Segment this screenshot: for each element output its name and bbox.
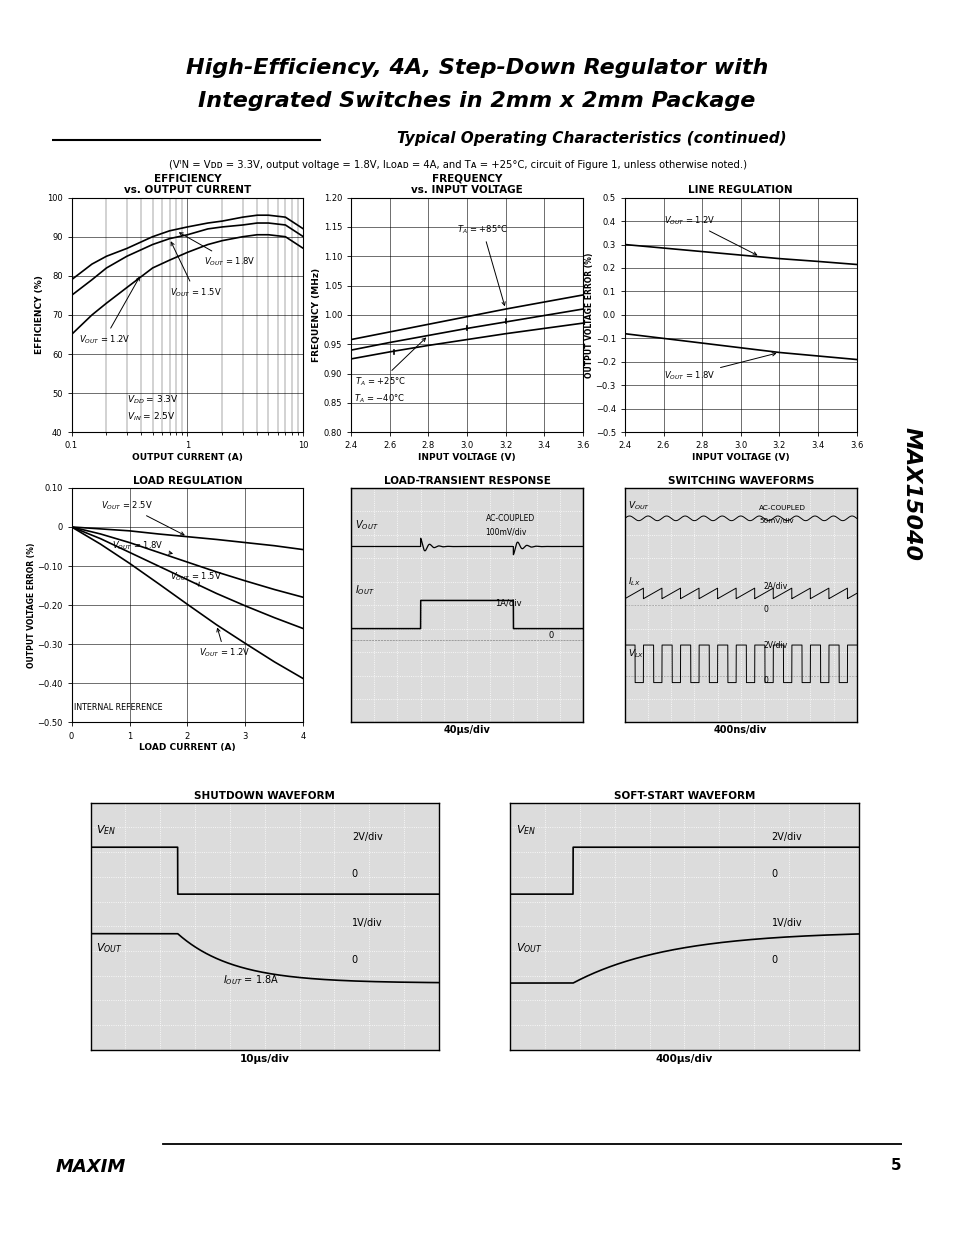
Text: $V_{IN}$ = 2.5V: $V_{IN}$ = 2.5V: [127, 411, 175, 424]
Text: $V_{OUT}$: $V_{OUT}$: [355, 517, 377, 531]
Text: $V_{OUT}$: $V_{OUT}$: [515, 941, 541, 955]
X-axis label: LOAD CURRENT (A): LOAD CURRENT (A): [139, 743, 235, 752]
Text: $T_A$ = +25°C: $T_A$ = +25°C: [355, 338, 425, 388]
Text: Typical Operating Characteristics (continued): Typical Operating Characteristics (conti…: [396, 131, 785, 146]
Text: $V_{OUT}$ = 2.5V: $V_{OUT}$ = 2.5V: [100, 499, 184, 535]
Text: $V_{OUT}$ = 1.8V: $V_{OUT}$ = 1.8V: [112, 540, 172, 555]
Text: $V_{OUT}$ = 1.2V: $V_{OUT}$ = 1.2V: [78, 277, 139, 346]
Title: LOAD REGULATION: LOAD REGULATION: [132, 475, 242, 485]
Title: FREQUENCY
vs. INPUT VOLTAGE: FREQUENCY vs. INPUT VOLTAGE: [411, 174, 522, 195]
Text: MAX15040: MAX15040: [901, 427, 920, 561]
X-axis label: OUTPUT CURRENT (A): OUTPUT CURRENT (A): [132, 453, 243, 462]
Text: $V_{OUT}$ = 1.2V: $V_{OUT}$ = 1.2V: [199, 629, 250, 659]
Text: Integrated Switches in 2mm x 2mm Package: Integrated Switches in 2mm x 2mm Package: [198, 91, 755, 111]
Title: LOAD-TRANSIENT RESPONSE: LOAD-TRANSIENT RESPONSE: [383, 475, 550, 485]
X-axis label: INPUT VOLTAGE (V): INPUT VOLTAGE (V): [417, 453, 516, 462]
Text: 2A/div: 2A/div: [763, 582, 787, 590]
Text: High-Efficiency, 4A, Step-Down Regulator with: High-Efficiency, 4A, Step-Down Regulator…: [186, 58, 767, 78]
Y-axis label: OUTPUT VOLTAGE ERROR (%): OUTPUT VOLTAGE ERROR (%): [584, 252, 594, 378]
Text: MAXIM: MAXIM: [55, 1158, 126, 1177]
Text: $V_{OUT}$ = 1.8V: $V_{OUT}$ = 1.8V: [663, 353, 775, 382]
Y-axis label: EFFICIENCY (%): EFFICIENCY (%): [35, 275, 44, 354]
Text: INTERNAL REFERENCE: INTERNAL REFERENCE: [74, 703, 163, 711]
Text: 5: 5: [890, 1158, 901, 1173]
Text: $V_{OUT}$ = 1.2V: $V_{OUT}$ = 1.2V: [663, 215, 756, 254]
X-axis label: 10μs/div: 10μs/div: [239, 1053, 290, 1063]
Text: $V_{OUT}$: $V_{OUT}$: [95, 941, 122, 955]
Text: 0: 0: [771, 956, 777, 966]
Text: 2V/div: 2V/div: [352, 832, 382, 842]
Text: $V_{DD}$ = 3.3V: $V_{DD}$ = 3.3V: [127, 394, 178, 406]
Title: SOFT-START WAVEFORM: SOFT-START WAVEFORM: [613, 790, 755, 800]
Text: $I_{OUT}$ = 1.8A: $I_{OUT}$ = 1.8A: [223, 973, 278, 987]
Text: 0: 0: [548, 631, 553, 640]
Text: 50mV/div: 50mV/div: [759, 517, 793, 524]
Text: AC-COUPLED: AC-COUPLED: [759, 505, 805, 511]
Text: AC-COUPLED: AC-COUPLED: [485, 514, 535, 522]
X-axis label: INPUT VOLTAGE (V): INPUT VOLTAGE (V): [691, 453, 789, 462]
Text: 0: 0: [771, 869, 777, 879]
Text: $T_A$ = −40°C: $T_A$ = −40°C: [354, 393, 405, 405]
Text: 1V/div: 1V/div: [771, 919, 801, 929]
Text: 1A/div: 1A/div: [495, 598, 521, 608]
Text: $V_{OUT}$ = 1.5V: $V_{OUT}$ = 1.5V: [170, 571, 222, 587]
Text: 2V/div: 2V/div: [771, 832, 801, 842]
X-axis label: 400μs/div: 400μs/div: [655, 1053, 713, 1063]
Text: 0: 0: [352, 869, 357, 879]
Text: $V_{OUT}$: $V_{OUT}$: [628, 500, 650, 513]
Text: $V_{OUT}$ = 1.5V: $V_{OUT}$ = 1.5V: [170, 242, 221, 299]
X-axis label: 40μs/div: 40μs/div: [443, 725, 490, 735]
Text: 0: 0: [352, 956, 357, 966]
Text: $I_{OUT}$: $I_{OUT}$: [355, 583, 374, 598]
Text: $V_{OUT}$ = 1.8V: $V_{OUT}$ = 1.8V: [179, 232, 255, 268]
Text: $T_A$ = +85°C: $T_A$ = +85°C: [456, 224, 508, 305]
Text: $V_{LX}$: $V_{LX}$: [628, 648, 644, 661]
Text: (VᴵΝ = Vᴅᴅ = 3.3V, output voltage = 1.8V, Iʟᴏᴀᴅ = 4A, and Tᴀ = +25°C, circuit of: (VᴵΝ = Vᴅᴅ = 3.3V, output voltage = 1.8V…: [169, 161, 746, 170]
Text: $V_{EN}$: $V_{EN}$: [95, 824, 116, 837]
Title: SWITCHING WAVEFORMS: SWITCHING WAVEFORMS: [667, 475, 813, 485]
Y-axis label: OUTPUT VOLTAGE ERROR (%): OUTPUT VOLTAGE ERROR (%): [27, 542, 35, 668]
X-axis label: 400ns/div: 400ns/div: [714, 725, 766, 735]
Title: EFFICIENCY
vs. OUTPUT CURRENT: EFFICIENCY vs. OUTPUT CURRENT: [124, 174, 251, 195]
Title: LINE REGULATION: LINE REGULATION: [688, 185, 792, 195]
Title: SHUTDOWN WAVEFORM: SHUTDOWN WAVEFORM: [194, 790, 335, 800]
Text: 100mV/div: 100mV/div: [485, 527, 526, 537]
Text: $V_{EN}$: $V_{EN}$: [515, 824, 536, 837]
Text: 2V/div: 2V/div: [763, 641, 787, 650]
Text: 0: 0: [763, 605, 768, 614]
Text: 1V/div: 1V/div: [352, 919, 382, 929]
Text: 0: 0: [763, 676, 768, 684]
Y-axis label: FREQUENCY (MHz): FREQUENCY (MHz): [312, 268, 320, 362]
Text: $I_{LX}$: $I_{LX}$: [628, 576, 640, 588]
